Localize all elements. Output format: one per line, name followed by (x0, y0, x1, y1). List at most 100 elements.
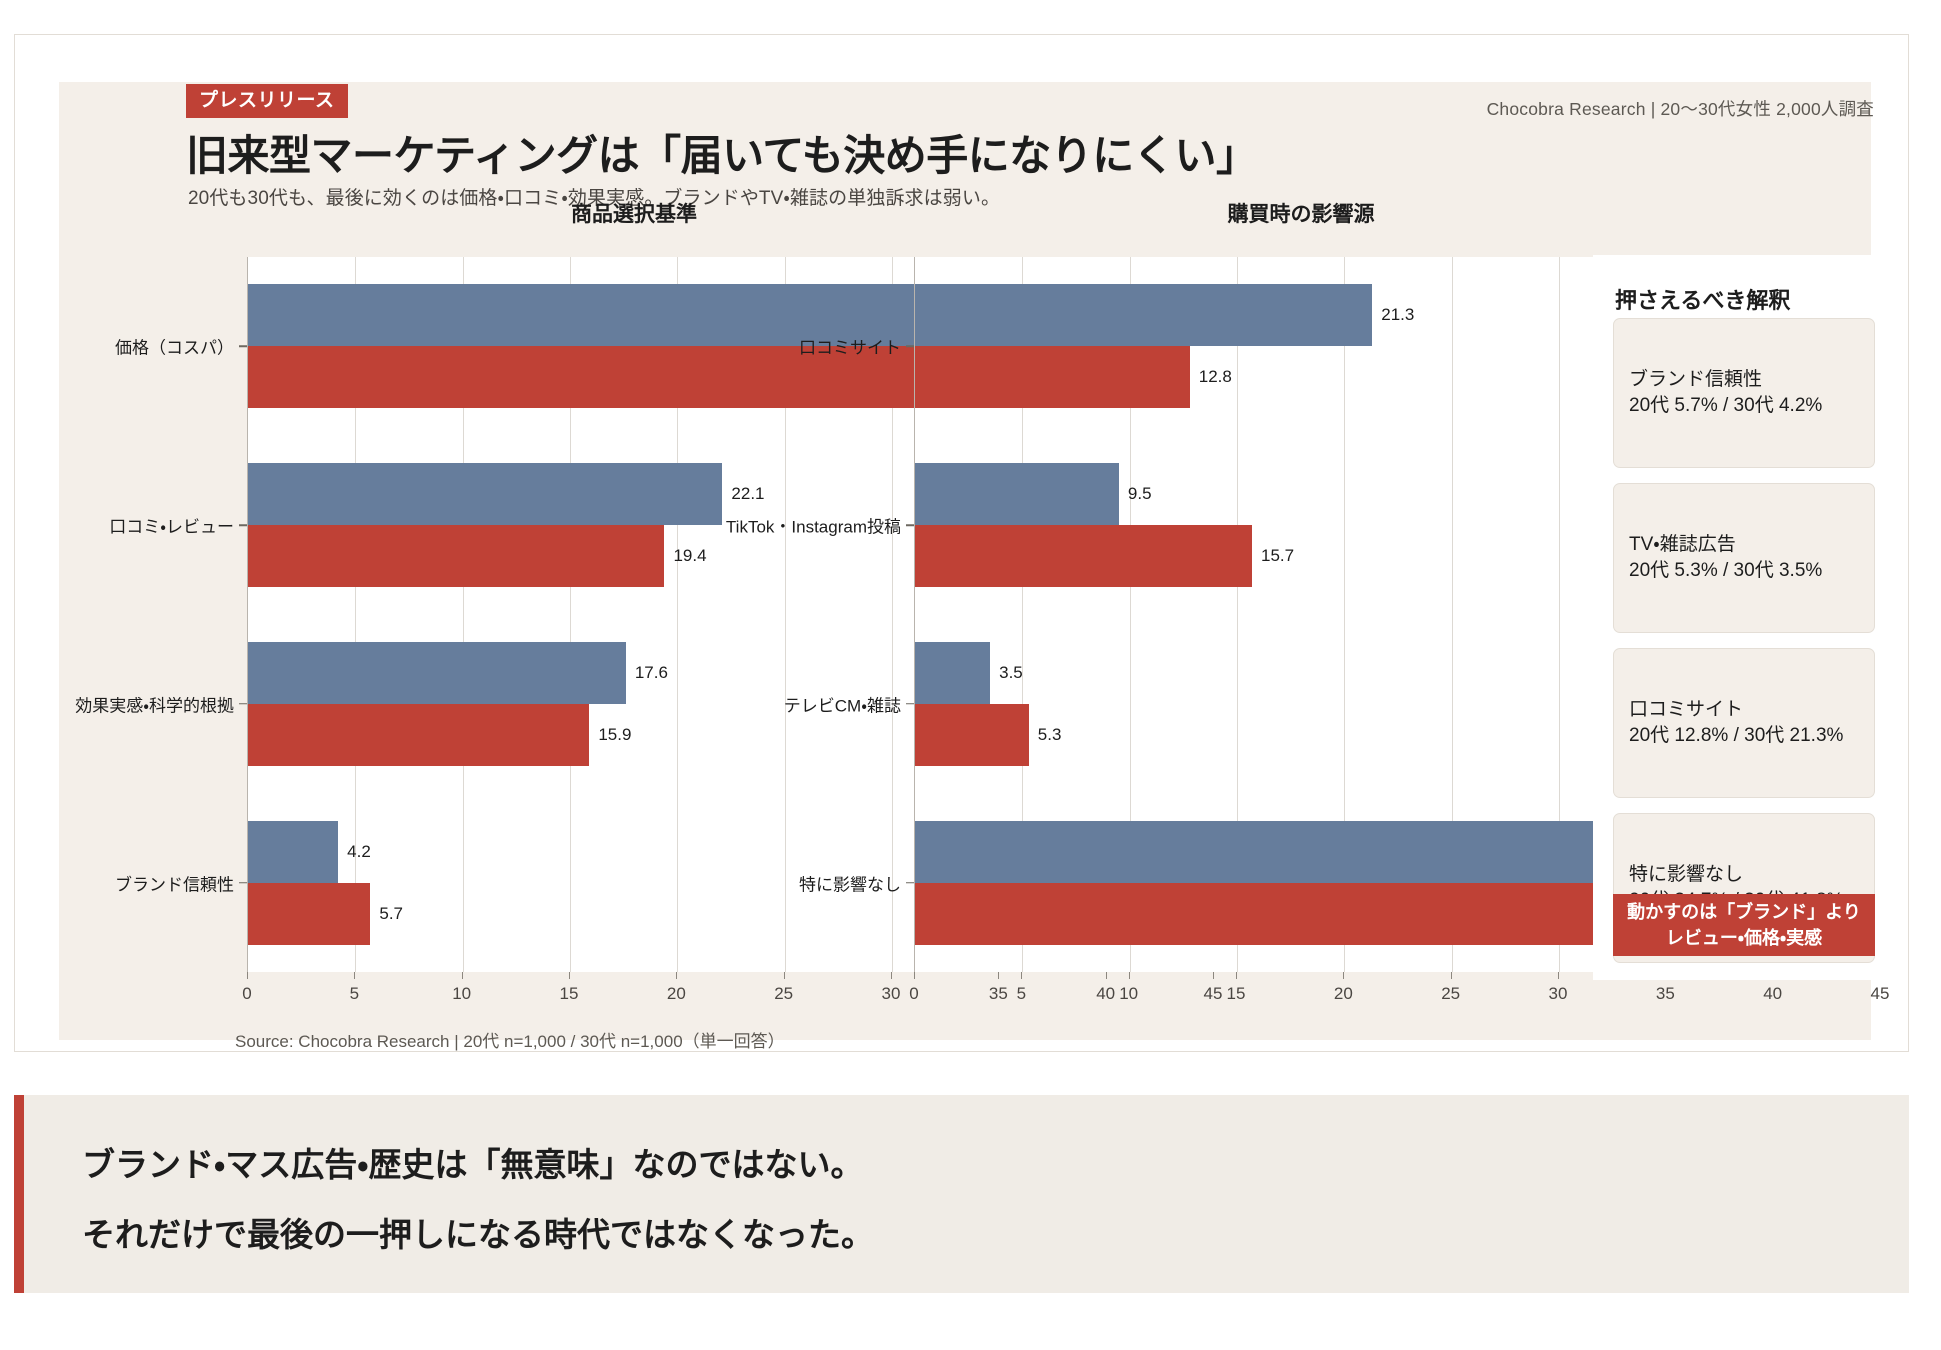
x-axis-label: 0 (909, 984, 919, 1003)
x-axis-label: 15 (559, 984, 579, 1003)
x-axis-label: 40 (1096, 984, 1116, 1003)
category-tick (239, 881, 247, 884)
gridline (784, 257, 786, 972)
bar-value-20s: 15.9 (598, 724, 632, 744)
interpretation-card-title: TV・雑誌広告 (1629, 534, 1736, 556)
bar-20s (915, 525, 1253, 588)
gridline (462, 257, 464, 972)
x-axis-tick (1021, 972, 1023, 979)
conclusion-banner: ブランド・マス広告・歴史は「無意味」なのではない。 それだけで最後の一押しになる… (14, 1095, 1909, 1293)
x-axis-label: 25 (1441, 984, 1461, 1003)
gridline (355, 257, 357, 972)
interpretation-card: 口コミサイト 20代 12.8% / 30代 21.3% (1613, 648, 1875, 798)
banner-accent-bar (14, 1095, 24, 1293)
chart-title: 商品選択基準 (571, 203, 697, 226)
press-release-badge: プレスリリース (186, 84, 348, 118)
interpretation-title: 押さえるべき解釈 (1615, 288, 1791, 313)
x-axis-label: 5 (1016, 984, 1027, 1003)
x-axis-label: 20 (1333, 984, 1353, 1003)
bar-20s (248, 703, 590, 766)
category-tick (906, 345, 914, 348)
x-axis-tick (1343, 972, 1345, 979)
interpretation-card-values: 20代 12.8% / 30代 21.3% (1629, 725, 1844, 746)
gridline (570, 257, 571, 972)
category-label: TikTok・Instagram投稿 (725, 517, 901, 537)
bar-20s (248, 882, 371, 945)
gridline (1451, 257, 1453, 972)
bar-20s (915, 882, 1660, 945)
gridline (677, 257, 679, 972)
x-axis-label: 20 (666, 984, 686, 1003)
interpretation-card: TV・雑誌広告 20代 5.3% / 30代 3.5% (1613, 483, 1875, 633)
cta-line-2: レビュー・価格・実感 (1665, 928, 1823, 948)
category-label: 口コミ・レビュー (109, 517, 234, 537)
x-axis-tick (914, 972, 915, 979)
x-axis-tick (569, 972, 570, 979)
banner-line-1: ブランド・マス広告・歴史は「無意味」なのではない。 (82, 1146, 864, 1183)
interpretation-card: ブランド信頼性 20代 5.7% / 30代 4.2% (1613, 318, 1875, 468)
bar-30s (248, 463, 723, 526)
bar-value-20s: 19.4 (673, 546, 707, 566)
x-axis-label: 45 (1870, 984, 1890, 1003)
banner-line-2: それだけで最後の一押しになる時代ではなくなった。 (82, 1216, 874, 1253)
category-label: 効果実感・科学的根拠 (75, 696, 234, 716)
x-axis-tick (1558, 972, 1559, 979)
bar-30s (248, 641, 626, 704)
category-tick (906, 703, 914, 705)
gridline (1237, 257, 1238, 972)
page-title: 旧来型マーケティングは「届いても決め手になりにくい」 (186, 132, 1258, 179)
bar-30s (915, 641, 991, 704)
chart-title: 購買時の影響源 (1227, 203, 1375, 226)
x-axis-label: 10 (452, 984, 472, 1003)
bar-value-20s: 15.7 (1261, 546, 1295, 566)
x-axis-tick (1128, 972, 1130, 979)
bar-value-30s: 3.5 (999, 662, 1023, 682)
gridline (1559, 257, 1560, 972)
interpretation-card-title: ブランド信頼性 (1629, 369, 1763, 391)
gridline (892, 257, 893, 972)
category-tick (906, 881, 914, 884)
survey-meta: Chocobra Research | 20〜30代女性 2,000人調査 (1486, 99, 1874, 119)
bar-value-20s: 5.7 (379, 903, 403, 923)
bar-30s (248, 284, 1036, 347)
x-axis-tick (1213, 972, 1214, 979)
gridline (1344, 257, 1346, 972)
x-axis-tick (247, 972, 248, 979)
category-label: 価格（コスパ） (115, 338, 234, 358)
category-label: ブランド信頼性 (115, 875, 234, 895)
outer-frame: プレスリリース Chocobra Research | 20〜30代女性 2,0… (14, 34, 1909, 1052)
x-axis-tick (998, 972, 1000, 979)
x-axis-tick (676, 972, 678, 979)
x-axis-label: 45 (1203, 984, 1223, 1003)
bar-value-20s: 5.3 (1037, 724, 1062, 744)
bar-value-30s: 17.6 (634, 662, 668, 682)
x-axis-tick (891, 972, 892, 979)
category-label: 口コミサイト (799, 338, 901, 358)
category-tick (239, 345, 247, 348)
x-axis-label: 35 (1655, 984, 1675, 1003)
x-axis-label: 25 (774, 984, 794, 1003)
x-axis-label: 30 (881, 984, 901, 1003)
interpretation-card-values: 20代 5.7% / 30代 4.2% (1629, 395, 1823, 416)
x-axis-label: 30 (1548, 984, 1568, 1003)
bar-value-30s: 9.5 (1127, 484, 1152, 504)
cta-callout: 動かすのは「ブランド」より レビュー・価格・実感 (1613, 894, 1875, 956)
bar-value-30s: 4.2 (347, 841, 371, 861)
x-axis-label: 35 (988, 984, 1008, 1003)
interpretation-panel: 押さえるべき解釈 ブランド信頼性 20代 5.7% / 30代 4.2% TV・雑誌… (1593, 255, 1895, 980)
x-axis-tick (1105, 972, 1107, 979)
interpretation-card-title: 口コミサイト (1629, 699, 1744, 721)
x-axis-tick (1450, 972, 1452, 979)
x-axis-tick (1236, 972, 1237, 979)
bar-30s (915, 463, 1119, 526)
bar-20s (915, 703, 1029, 766)
category-tick (239, 703, 247, 705)
x-axis-label: 5 (349, 984, 360, 1003)
bar-30s (248, 820, 339, 883)
gridline (1022, 257, 1024, 972)
bar-value-30s: 22.1 (731, 484, 765, 504)
x-axis-label: 15 (1226, 984, 1246, 1003)
category-tick (906, 524, 914, 526)
bar-value-30s: 21.3 (1381, 305, 1415, 325)
category-tick (239, 524, 247, 526)
